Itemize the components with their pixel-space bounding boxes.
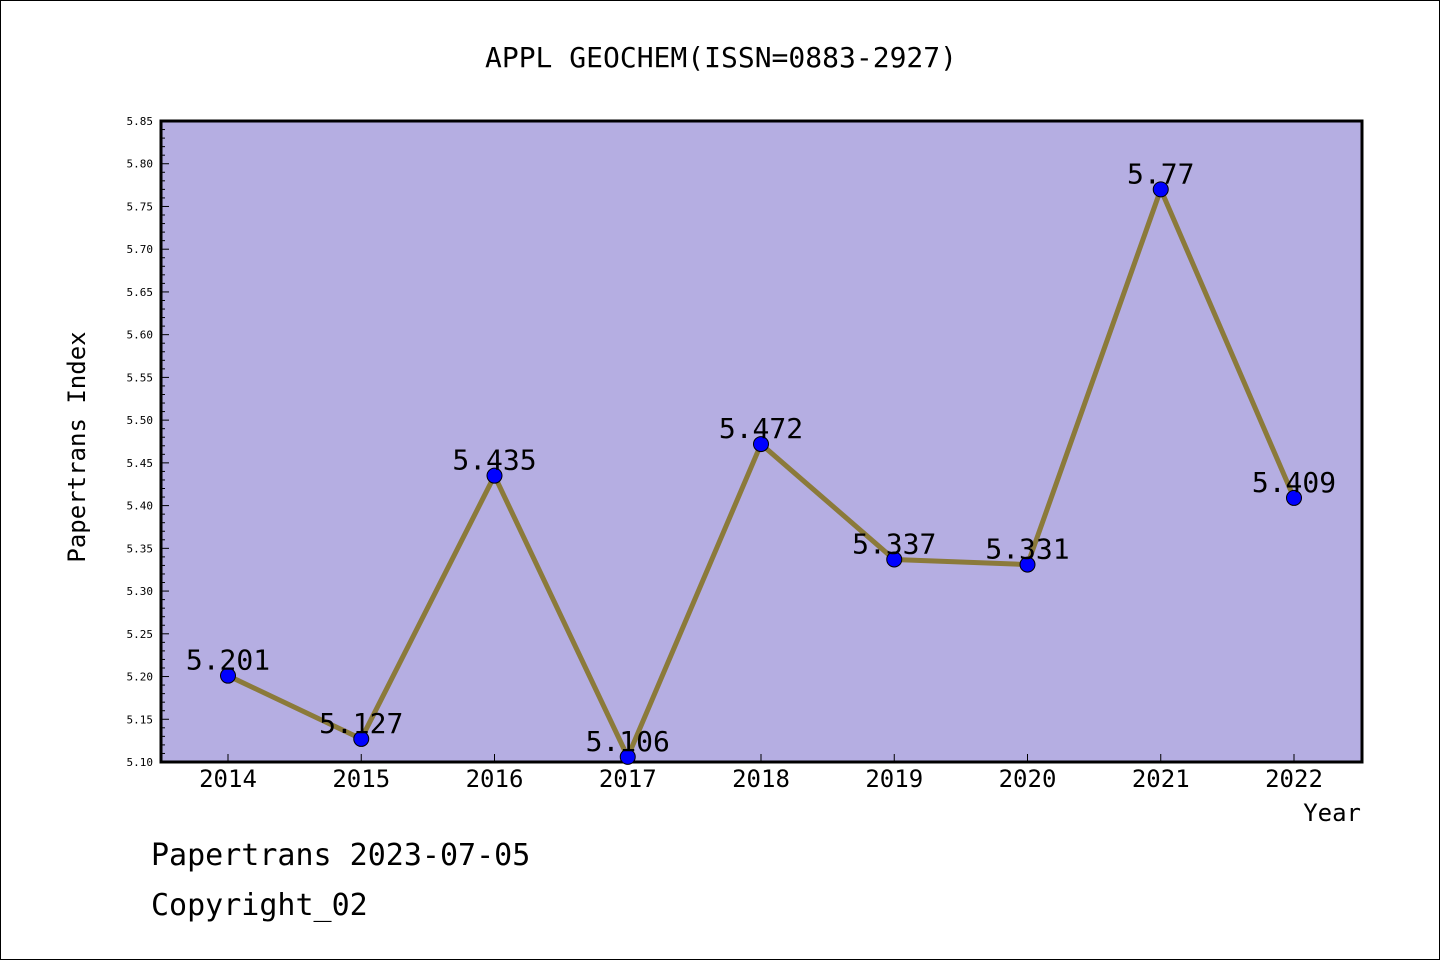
y-tick-label: 5.25 xyxy=(127,628,154,641)
x-tick-label: 2021 xyxy=(1132,765,1190,793)
data-label: 5.435 xyxy=(452,444,536,477)
data-point xyxy=(1152,181,1169,198)
x-tick-label: 2018 xyxy=(732,765,790,793)
data-label: 5.201 xyxy=(186,644,270,677)
data-label-layer: 5.201 5.127 5.435 5.106 5.472 5.337 5.331 5.77 5… xyxy=(186,157,1336,757)
y-tick-label: 5.15 xyxy=(127,713,154,726)
y-tick-label: 5.40 xyxy=(127,500,154,513)
data-label: 5.106 xyxy=(586,725,670,758)
y-tick-label: 5.20 xyxy=(127,671,154,684)
x-tick-label: 2016 xyxy=(466,765,524,793)
y-tick-label: 5.65 xyxy=(127,286,154,299)
y-tick-label: 5.10 xyxy=(127,756,154,769)
footer-copyright: Copyright_02 xyxy=(151,888,368,923)
y-tick-label: 5.45 xyxy=(127,457,154,470)
footer-date: Papertrans 2023-07-05 xyxy=(151,838,530,873)
data-label: 5.337 xyxy=(852,527,936,560)
data-point xyxy=(353,730,370,747)
y-tick-label: 5.55 xyxy=(127,371,154,384)
x-tick-label: 2014 xyxy=(199,765,257,793)
data-point xyxy=(486,467,503,484)
y-axis: 5.10 5.15 5.20 5.25 5.30 5.35 5.40 5.45 5.50 5.55… xyxy=(127,115,169,769)
x-tick-label: 2020 xyxy=(999,765,1057,793)
x-tick-label: 2019 xyxy=(865,765,923,793)
x-axis-title: Year xyxy=(1303,799,1361,827)
series-layer xyxy=(220,181,1302,765)
y-tick-label: 5.85 xyxy=(127,115,154,128)
data-label: 5.409 xyxy=(1252,466,1336,499)
y-tick-label: 5.35 xyxy=(127,542,154,555)
y-tick-label: 5.50 xyxy=(127,414,154,427)
y-tick-label: 5.75 xyxy=(127,200,154,213)
x-axis: 2014 2015 2016 2017 2018 2019 2020 2021 2022 xyxy=(199,754,1323,793)
data-point xyxy=(1019,556,1036,573)
data-label: 5.472 xyxy=(719,412,803,445)
x-tick-label: 2022 xyxy=(1265,765,1323,793)
y-tick-label: 5.60 xyxy=(127,329,154,342)
x-tick-label: 2015 xyxy=(332,765,390,793)
y-tick-label: 5.30 xyxy=(127,585,154,598)
x-tick-label: 2017 xyxy=(599,765,657,793)
y-tick-label: 5.80 xyxy=(127,158,154,171)
y-tick-label: 5.70 xyxy=(127,243,154,256)
data-label: 5.127 xyxy=(319,707,403,740)
data-point xyxy=(753,436,769,453)
data-point xyxy=(619,748,636,765)
y-axis-title: Papertrans Index xyxy=(63,331,91,562)
data-label: 5.331 xyxy=(985,533,1069,566)
data-label: 5.77 xyxy=(1127,157,1194,190)
data-point xyxy=(220,667,236,684)
data-point xyxy=(1286,489,1302,506)
data-point xyxy=(886,551,903,568)
chart-title: APPL GEOCHEM(ISSN=0883-2927) xyxy=(485,41,957,74)
